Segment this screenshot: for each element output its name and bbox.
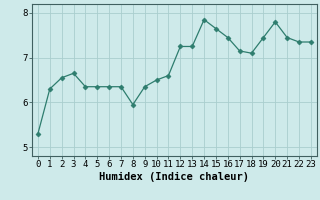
X-axis label: Humidex (Indice chaleur): Humidex (Indice chaleur) [100, 172, 249, 182]
